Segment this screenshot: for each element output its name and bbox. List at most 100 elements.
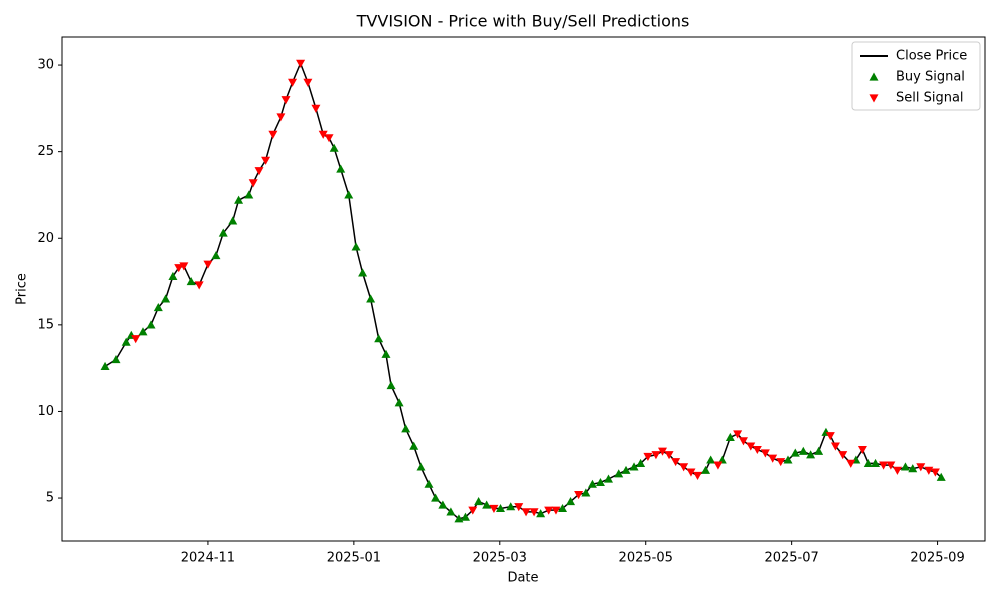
x-tick-label: 2025-03	[473, 551, 527, 566]
sell-marker	[544, 506, 554, 515]
buy-marker	[908, 464, 918, 473]
sell-marker	[752, 445, 762, 455]
legend-marker	[869, 94, 879, 103]
sell-marker	[651, 451, 661, 460]
buy-marker	[871, 458, 881, 468]
buy-marker	[587, 479, 597, 488]
legend-label: Sell Signal	[896, 91, 964, 106]
sell-marker	[281, 96, 291, 105]
x-tick-label: 2025-07	[764, 551, 818, 566]
buy-marker	[446, 507, 456, 516]
buy-marker	[358, 268, 368, 277]
buy-marker	[351, 242, 361, 251]
buy-marker	[168, 271, 178, 280]
y-tick-label: 20	[37, 231, 54, 246]
buy-marker	[374, 334, 384, 343]
sell-marker	[830, 442, 840, 451]
buy-marker	[701, 465, 711, 474]
sell-marker	[664, 451, 674, 460]
buy-marker	[218, 228, 228, 237]
buy-marker	[536, 509, 546, 518]
sell-marker	[131, 335, 141, 344]
sell-marker	[679, 463, 689, 472]
buy-marker	[636, 458, 646, 468]
buy-marker	[629, 462, 639, 471]
buy-marker	[424, 479, 434, 488]
sell-marker	[254, 167, 264, 176]
sell-marker	[179, 262, 189, 271]
buy-marker	[790, 448, 800, 457]
sell-marker	[686, 468, 696, 477]
buy-marker	[474, 497, 484, 506]
buy-marker	[814, 446, 824, 455]
buy-marker	[153, 303, 163, 312]
buy-marker	[234, 195, 244, 204]
buy-marker	[566, 497, 576, 506]
sell-marker	[886, 461, 896, 470]
buy-marker	[100, 361, 110, 371]
chart-title: TVVISION - Price with Buy/Sell Predictio…	[356, 12, 690, 31]
y-tick-label: 30	[37, 58, 54, 73]
sell-marker	[574, 490, 584, 500]
sell-marker	[892, 466, 902, 475]
buy-marker	[621, 465, 631, 474]
buy-marker	[121, 337, 131, 346]
buy-marker	[506, 502, 516, 511]
buy-marker	[798, 446, 808, 455]
buy-marker	[460, 512, 470, 521]
sell-marker	[930, 468, 940, 477]
buy-marker	[936, 472, 946, 481]
plot-frame	[61, 36, 986, 542]
sell-marker	[174, 264, 184, 273]
buy-marker	[366, 294, 376, 303]
sell-marker	[489, 504, 499, 513]
legend-box	[851, 41, 981, 111]
buy-marker	[138, 327, 148, 336]
buy-marker	[409, 441, 419, 450]
buy-marker	[717, 455, 727, 464]
sell-marker	[194, 281, 204, 290]
buy-marker	[228, 216, 238, 225]
sell-marker	[521, 508, 531, 517]
y-tick-label: 15	[37, 317, 54, 332]
x-tick-label: 2024-11	[181, 551, 235, 566]
sell-marker	[879, 461, 889, 470]
sell-marker	[276, 113, 286, 122]
sell-marker	[514, 503, 524, 512]
sell-marker	[846, 459, 856, 468]
y-tick-label: 10	[37, 404, 54, 419]
sell-marker	[529, 508, 539, 517]
buy-marker	[211, 251, 221, 260]
y-tick-label: 25	[37, 144, 54, 159]
sell-marker	[916, 463, 926, 472]
buy-marker	[806, 450, 816, 459]
sell-marker	[311, 104, 321, 113]
sell-marker	[318, 130, 328, 139]
sell-marker	[268, 130, 278, 139]
sell-marker	[733, 430, 743, 439]
sell-marker	[768, 454, 778, 463]
buy-marker	[706, 455, 716, 464]
buy-marker	[186, 277, 196, 286]
buy-marker	[111, 354, 121, 364]
sell-marker	[738, 437, 748, 446]
sell-marker	[468, 506, 478, 515]
legend-marker	[869, 72, 879, 81]
sell-marker	[303, 78, 313, 87]
sell-marker	[713, 461, 723, 470]
sell-marker	[825, 432, 835, 441]
buy-marker	[344, 190, 354, 199]
sell-marker	[296, 59, 306, 68]
legend-label: Close Price	[896, 49, 967, 64]
sell-marker	[693, 471, 703, 481]
buy-marker	[558, 503, 568, 513]
buy-marker	[581, 488, 591, 497]
buy-marker	[725, 432, 735, 442]
buy-marker	[595, 477, 605, 487]
x-tick-label: 2025-09	[910, 551, 964, 566]
buy-marker	[381, 349, 391, 358]
sell-marker	[776, 458, 786, 467]
buy-marker	[783, 455, 793, 464]
sell-marker	[857, 445, 867, 455]
